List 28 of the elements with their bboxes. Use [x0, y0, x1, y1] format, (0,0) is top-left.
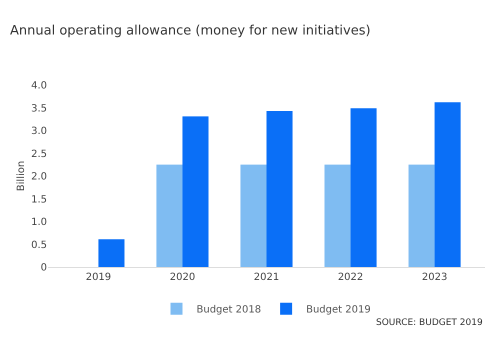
x-tick-label: 2023	[422, 272, 448, 283]
bar	[266, 110, 293, 267]
bar	[434, 102, 461, 267]
bar	[182, 116, 209, 267]
source-note: SOURCE: BUDGET 2019	[376, 318, 483, 328]
x-tick-label: 2020	[170, 272, 196, 283]
chart-title: Annual operating allowance (money for new initiatives)	[10, 23, 371, 38]
y-axis-title: Billion	[16, 160, 28, 192]
y-tick-label: 1.5	[31, 194, 47, 206]
x-tick-label: 2022	[338, 272, 364, 283]
y-tick-label: 2.5	[31, 148, 47, 160]
bar	[98, 239, 124, 267]
y-tick-label: 1.0	[31, 217, 47, 228]
y-tick-label: 2.0	[31, 172, 47, 182]
bar	[350, 108, 377, 267]
y-tick-label: 0	[40, 262, 47, 274]
bar	[408, 164, 435, 267]
y-tick-label: 0.5	[31, 240, 47, 251]
y-tick-label: 3.5	[31, 103, 47, 114]
y-tick-label: 4.0	[31, 80, 47, 92]
bar	[324, 164, 351, 267]
x-tick-label: 2019	[86, 272, 112, 283]
legend-label: Budget 2018	[196, 304, 262, 316]
x-tick-label: 2021	[254, 272, 280, 283]
bar	[240, 164, 266, 267]
legend-label: Budget 2019	[306, 304, 371, 316]
y-tick-label: 3.0	[31, 126, 47, 137]
bar	[156, 164, 182, 267]
